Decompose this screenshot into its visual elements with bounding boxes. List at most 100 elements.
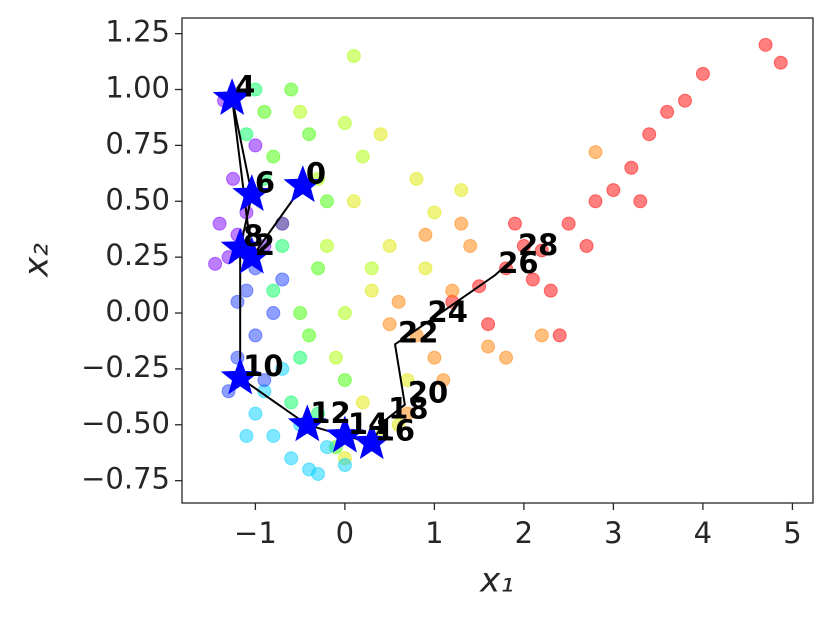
trajectory-label: 14: [348, 407, 388, 441]
scatter-point: [319, 194, 334, 209]
scatter-point: [364, 261, 379, 276]
scatter-point: [337, 373, 352, 388]
y-tick-label: 1.25: [105, 15, 170, 49]
scatter-point: [534, 243, 549, 258]
scatter-point: [284, 82, 299, 97]
trajectory-label: 26: [498, 246, 538, 280]
scatter-point: [337, 306, 352, 321]
scatter-point: [499, 350, 514, 365]
scatter-point: [660, 104, 675, 119]
x-tick-label: 4: [694, 516, 712, 550]
scatter-point: [758, 37, 773, 52]
trajectory-star: [352, 422, 392, 460]
trajectory-label: 6: [255, 166, 275, 200]
scatter-point: [248, 138, 263, 153]
scatter-point: [319, 440, 334, 455]
y-tick-label: −0.50: [81, 406, 170, 440]
scatter-point: [208, 256, 223, 271]
scatter-point: [284, 451, 299, 466]
scatter-point: [588, 194, 603, 209]
scatter-point: [293, 104, 308, 119]
scatter-point: [266, 283, 281, 298]
scatter-point: [239, 428, 254, 443]
trajectory-label: 4: [235, 69, 255, 103]
scatter-point: [257, 373, 272, 388]
trajectory-label: 8: [243, 219, 263, 253]
y-tick-label: −0.25: [81, 350, 170, 384]
scatter-point: [337, 458, 352, 473]
scatter-point: [319, 238, 334, 253]
y-tick-label: −0.75: [81, 462, 170, 496]
y-axis-label: x₂: [17, 243, 57, 278]
scatter-point: [284, 395, 299, 410]
trajectory-star: [220, 227, 260, 265]
scatter-point: [239, 283, 254, 298]
x-axis-label: x₁: [479, 561, 514, 601]
trajectory-label: 10: [243, 349, 283, 383]
trajectory-label: 24: [428, 295, 468, 329]
scatter-point: [275, 238, 290, 253]
scatter-point: [248, 82, 263, 97]
trajectory-star: [220, 357, 260, 395]
scatter-point: [642, 127, 657, 142]
scatter-point: [230, 350, 245, 365]
scatter-point: [445, 283, 460, 298]
scatter-point: [481, 339, 496, 354]
trajectory-label: 16: [375, 414, 415, 448]
scatter-point: [266, 306, 281, 321]
trajectory-label: 12: [310, 396, 350, 430]
scatter-point: [239, 127, 254, 142]
scatter-point: [543, 283, 558, 298]
scatter-point: [516, 238, 531, 253]
scatter-point: [773, 55, 788, 70]
trajectory-label: 20: [408, 376, 448, 410]
x-tick-label: 2: [515, 516, 533, 550]
trajectory-star: [325, 415, 365, 453]
x-tick-label: 1: [425, 516, 443, 550]
scatter-point: [678, 93, 693, 108]
scatter-point: [418, 261, 433, 276]
x-tick-label: 5: [783, 516, 801, 550]
scatter-point: [481, 317, 496, 332]
scatter-point: [499, 261, 514, 276]
trajectory-label: 18: [388, 391, 428, 425]
scatter-point: [328, 350, 343, 365]
scatter-point: [400, 406, 415, 421]
trajectory-star: [212, 78, 252, 115]
scatter-point: [257, 104, 272, 119]
scatter-point: [302, 127, 317, 142]
scatter-point: [364, 283, 379, 298]
scatter-point: [302, 328, 317, 343]
scatter-point: [248, 406, 263, 421]
trajectory-star: [232, 174, 272, 212]
scatter-point: [427, 205, 442, 220]
scatter-point: [507, 216, 522, 231]
trajectory-label: 2: [255, 228, 275, 262]
scatter-point: [373, 127, 388, 142]
scatter-point: [226, 171, 241, 186]
scatter-point: [266, 428, 281, 443]
scatter-point: [266, 149, 281, 164]
trajectory-star: [283, 165, 323, 203]
scatter-point: [624, 160, 639, 175]
y-tick-label: 0.50: [105, 182, 170, 216]
scatter-point: [534, 328, 549, 343]
scatter-point: [418, 227, 433, 242]
scatter-point: [293, 350, 308, 365]
scatter-point: [606, 183, 621, 198]
scatter-point: [391, 417, 406, 432]
scatter-point: [275, 216, 290, 231]
scatter-point: [311, 261, 326, 276]
trajectory-label: 0: [306, 157, 326, 191]
scatter-point: [346, 194, 361, 209]
plot-frame: [181, 17, 814, 504]
y-tick-label: 1.00: [105, 71, 170, 105]
x-tick-label: −1: [234, 516, 277, 550]
plot-area: [208, 37, 788, 481]
scatter-point: [552, 328, 567, 343]
scatter-point: [337, 116, 352, 131]
scatter-point: [355, 149, 370, 164]
scatter-point: [463, 238, 478, 253]
scatter-point: [355, 395, 370, 410]
